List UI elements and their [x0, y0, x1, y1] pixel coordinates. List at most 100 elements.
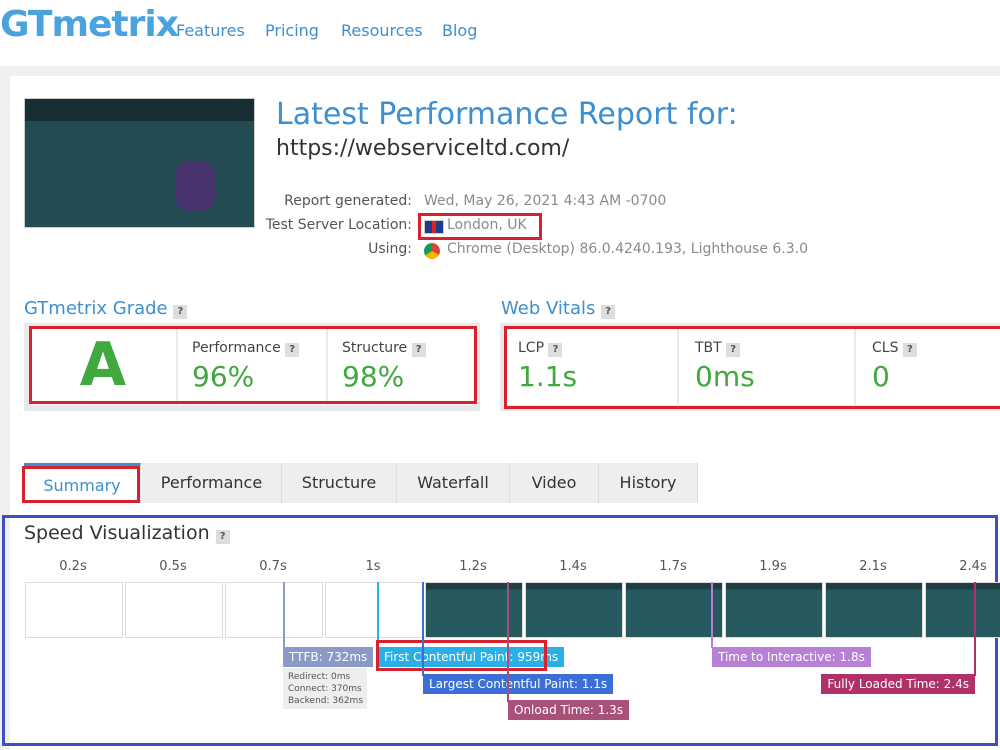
metric-label: TBT ? — [695, 340, 741, 357]
help-icon[interactable]: ? — [601, 305, 616, 319]
frame-thumbnail — [25, 582, 123, 638]
frame-thumbnail — [125, 582, 223, 638]
help-icon[interactable]: ? — [726, 343, 741, 357]
help-icon[interactable]: ? — [548, 343, 563, 357]
section-title: Speed Visualization ? — [24, 522, 230, 544]
page-thumbnail — [24, 98, 255, 228]
frame-thumbnail — [325, 582, 423, 638]
grade-cell — [30, 329, 176, 405]
frame-time: 0.2s — [59, 559, 87, 574]
marker-label: TTFB: 732ms — [283, 647, 374, 667]
frame-thumbnail — [525, 582, 623, 638]
marker-label: Onload Time: 1.3s — [508, 700, 630, 720]
frame-thumbnail — [625, 582, 723, 638]
highlight-box — [29, 326, 477, 404]
nav-link[interactable]: Features — [176, 21, 245, 40]
tab-active[interactable]: Summary — [24, 463, 141, 503]
flag-icon — [424, 220, 444, 234]
marker-line — [283, 582, 285, 648]
metric-label: LCP ? — [518, 340, 563, 357]
marker-label: Largest Contentful Paint: 1.1s — [423, 674, 614, 694]
frame-time: 0.7s — [259, 559, 287, 574]
marker-label: Time to Interactive: 1.8s — [712, 647, 871, 667]
nav-link[interactable]: Pricing — [265, 21, 319, 40]
thumb-chair — [175, 161, 215, 211]
highlight-box — [418, 213, 542, 240]
metric-value: 96% — [192, 360, 255, 393]
highlight-box — [22, 466, 140, 503]
ttfb-details: Redirect: 0ms Connect: 370ms Backend: 36… — [283, 668, 367, 709]
metric-cell — [178, 329, 326, 405]
tab[interactable]: Performance — [142, 463, 282, 503]
frame-thumbnail — [925, 582, 1000, 638]
metric-value: 98% — [342, 360, 405, 393]
meta-value: Wed, May 26, 2021 4:43 AM -0700 — [424, 193, 667, 209]
frame-thumbnail — [225, 582, 323, 638]
frame-time: 1s — [365, 559, 381, 574]
marker-line — [711, 582, 713, 648]
help-icon[interactable]: ? — [215, 530, 230, 544]
ttfb-detail: Redirect: 0ms — [288, 672, 351, 682]
metric-name: CLS — [872, 340, 899, 356]
frame-time: 2.4s — [959, 559, 987, 574]
metric-name: Performance — [192, 340, 281, 356]
grade-title: GTmetrix Grade — [24, 298, 168, 319]
marker-line — [507, 582, 509, 702]
frame-thumbnail — [425, 582, 523, 638]
metric-label: CLS ? — [872, 340, 917, 357]
frame-time: 1.9s — [759, 559, 787, 574]
help-icon[interactable]: ? — [411, 343, 426, 357]
meta-label: Using: — [368, 241, 412, 257]
frame-time: 2.1s — [859, 559, 887, 574]
logo[interactable]: GTmetrix — [0, 4, 179, 45]
help-icon[interactable]: ? — [902, 343, 917, 357]
highlight-box — [376, 640, 547, 671]
tab[interactable]: History — [599, 463, 698, 503]
ttfb-detail: Connect: 370ms — [288, 684, 362, 694]
marker-line — [377, 582, 379, 648]
metric-cell — [679, 329, 854, 405]
marker-line — [422, 582, 424, 676]
metric-name: TBT — [695, 340, 722, 356]
tab[interactable]: Waterfall — [397, 463, 510, 503]
report-title: Latest Performance Report for: — [276, 97, 738, 132]
frame-time: 1.7s — [659, 559, 687, 574]
speed-title: Speed Visualization — [24, 522, 210, 544]
ttfb-detail: Backend: 362ms — [288, 696, 364, 706]
frame-time: 0.5s — [159, 559, 187, 574]
metric-name: LCP — [518, 340, 545, 356]
marker-line — [974, 582, 976, 676]
grade-letter: A — [79, 330, 127, 400]
meta-value: Chrome (Desktop) 86.0.4240.193, Lighthou… — [447, 241, 809, 257]
highlight-box — [504, 326, 1000, 409]
report-url: https://webserviceltd.com/ — [276, 136, 570, 161]
metric-cell — [328, 329, 474, 405]
metric-cell — [506, 329, 677, 405]
frame-time: 1.4s — [559, 559, 587, 574]
meta-label: Test Server Location: — [265, 217, 412, 233]
frame-thumbnail — [825, 582, 923, 638]
metric-value: 1.1s — [518, 360, 578, 393]
marker-label: Fully Loaded Time: 2.4s — [821, 674, 975, 694]
chrome-icon — [424, 243, 440, 259]
thumb-header — [25, 99, 254, 121]
help-icon[interactable]: ? — [173, 305, 188, 319]
help-icon[interactable]: ? — [285, 343, 300, 357]
flag-cross — [432, 221, 436, 233]
nav-link[interactable]: Blog — [442, 21, 478, 40]
tab[interactable]: Structure — [282, 463, 397, 503]
nav-link[interactable]: Resources — [341, 21, 423, 40]
meta-label: Report generated: — [284, 193, 412, 209]
metric-label: Structure ? — [342, 340, 426, 357]
metric-value: 0ms — [695, 360, 755, 393]
tab[interactable]: Video — [510, 463, 599, 503]
section-title: Web Vitals ? — [501, 298, 616, 319]
vitals-title: Web Vitals — [501, 298, 596, 319]
metric-value: 0 — [872, 360, 890, 393]
metric-cell — [856, 329, 1000, 405]
metric-label: Performance ? — [192, 340, 300, 357]
frame-thumbnail — [725, 582, 823, 638]
frame-time: 1.2s — [459, 559, 487, 574]
meta-value: London, UK — [447, 217, 527, 233]
